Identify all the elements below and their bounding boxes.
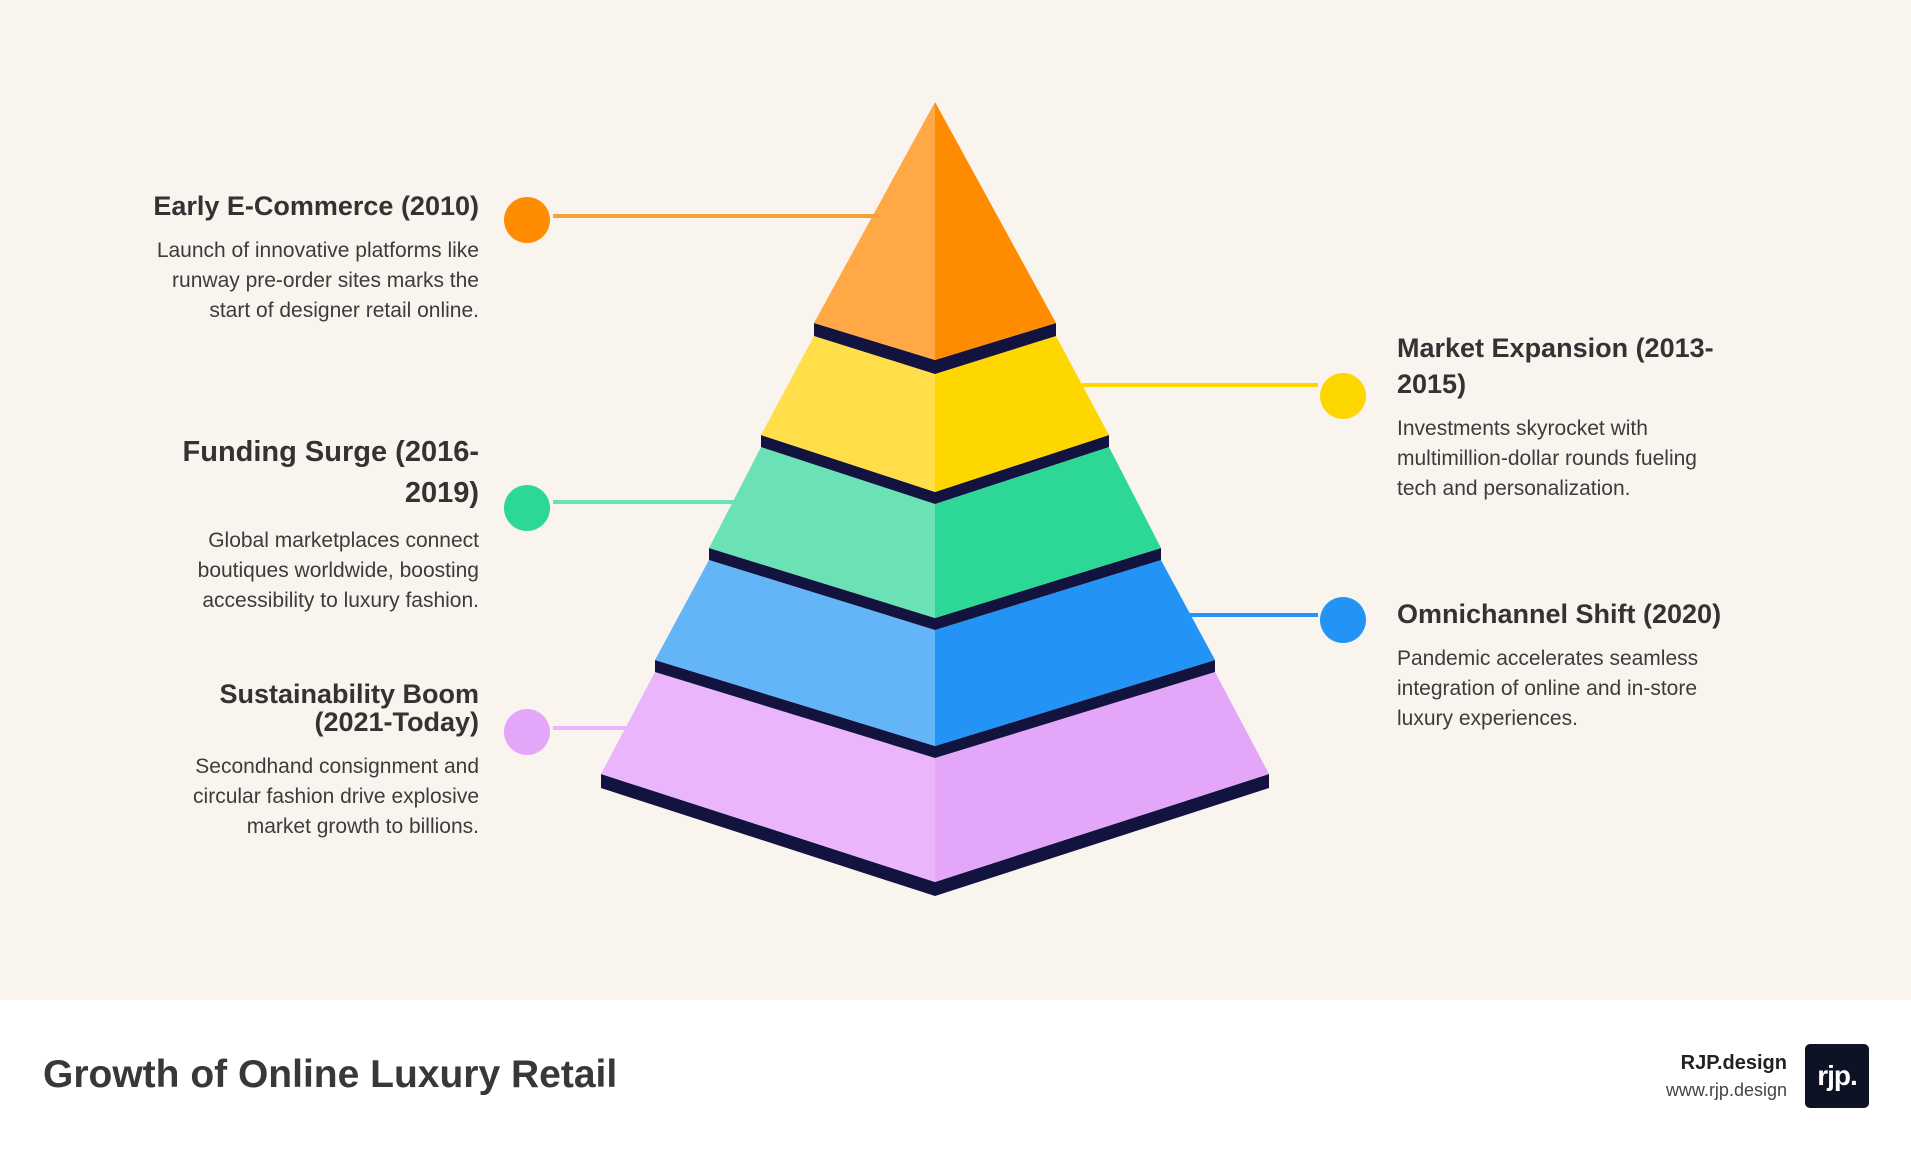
label-level-2: Market Expansion (2013-2015) Investments… [1397,330,1737,504]
level-5-description: Secondhand consignment and circular fash… [193,755,479,838]
level-4-description: Pandemic accelerates seamless integratio… [1397,647,1699,730]
page-title: Growth of Online Luxury Retail [43,1053,618,1096]
label-level-5: Sustainability Boom (2021-Today) Secondh… [160,680,479,842]
connector-level-3 [504,485,739,531]
connector-level-4 [1190,597,1366,643]
level-5-dot [504,709,550,755]
pyramid-level-1 [814,102,1056,360]
level-1-description: Launch of innovative platforms like runw… [156,239,479,322]
label-level-4: Omnichannel Shift (2020) Pandemic accele… [1397,596,1737,734]
pyramid-level-2 [761,323,1109,492]
connector-level-2 [1082,373,1366,419]
level-2-dot [1320,373,1366,419]
level-2-title: Market Expansion (2013-2015) [1397,333,1714,399]
brand-url[interactable]: www.rjp.design [1665,1080,1787,1100]
level-2-description: Investments skyrocket with multimillion-… [1397,417,1697,500]
level-3-title: Funding Surge (2016-2019) [182,436,479,509]
connector-level-5 [504,709,627,755]
brand-logo[interactable]: rjp. [1805,1044,1869,1108]
level-5-title: Sustainability Boom (2021-Today) [219,679,479,737]
level-3-description: Global marketplaces connect boutiques wo… [197,529,479,612]
label-level-1: Early E-Commerce (2010) Launch of innova… [140,188,479,326]
level-1-title: Early E-Commerce (2010) [153,191,479,221]
footer: Growth of Online Luxury Retail RJP.desig… [0,1000,1911,1160]
connector-level-1 [504,197,879,243]
level-4-dot [1320,597,1366,643]
level-1-dot [504,197,550,243]
pyramid-level-4 [655,548,1215,746]
label-level-3: Funding Surge (2016-2019) Global marketp… [160,432,479,616]
pyramid-level-5 [601,660,1269,896]
level-3-dot [504,485,550,531]
infographic-canvas: Early E-Commerce (2010) Launch of innova… [0,0,1911,1000]
brand-name: RJP.design [1680,1052,1787,1074]
pyramid-level-3 [709,435,1161,618]
level-4-title: Omnichannel Shift (2020) [1397,599,1722,629]
pyramid-diagram [504,102,1366,896]
